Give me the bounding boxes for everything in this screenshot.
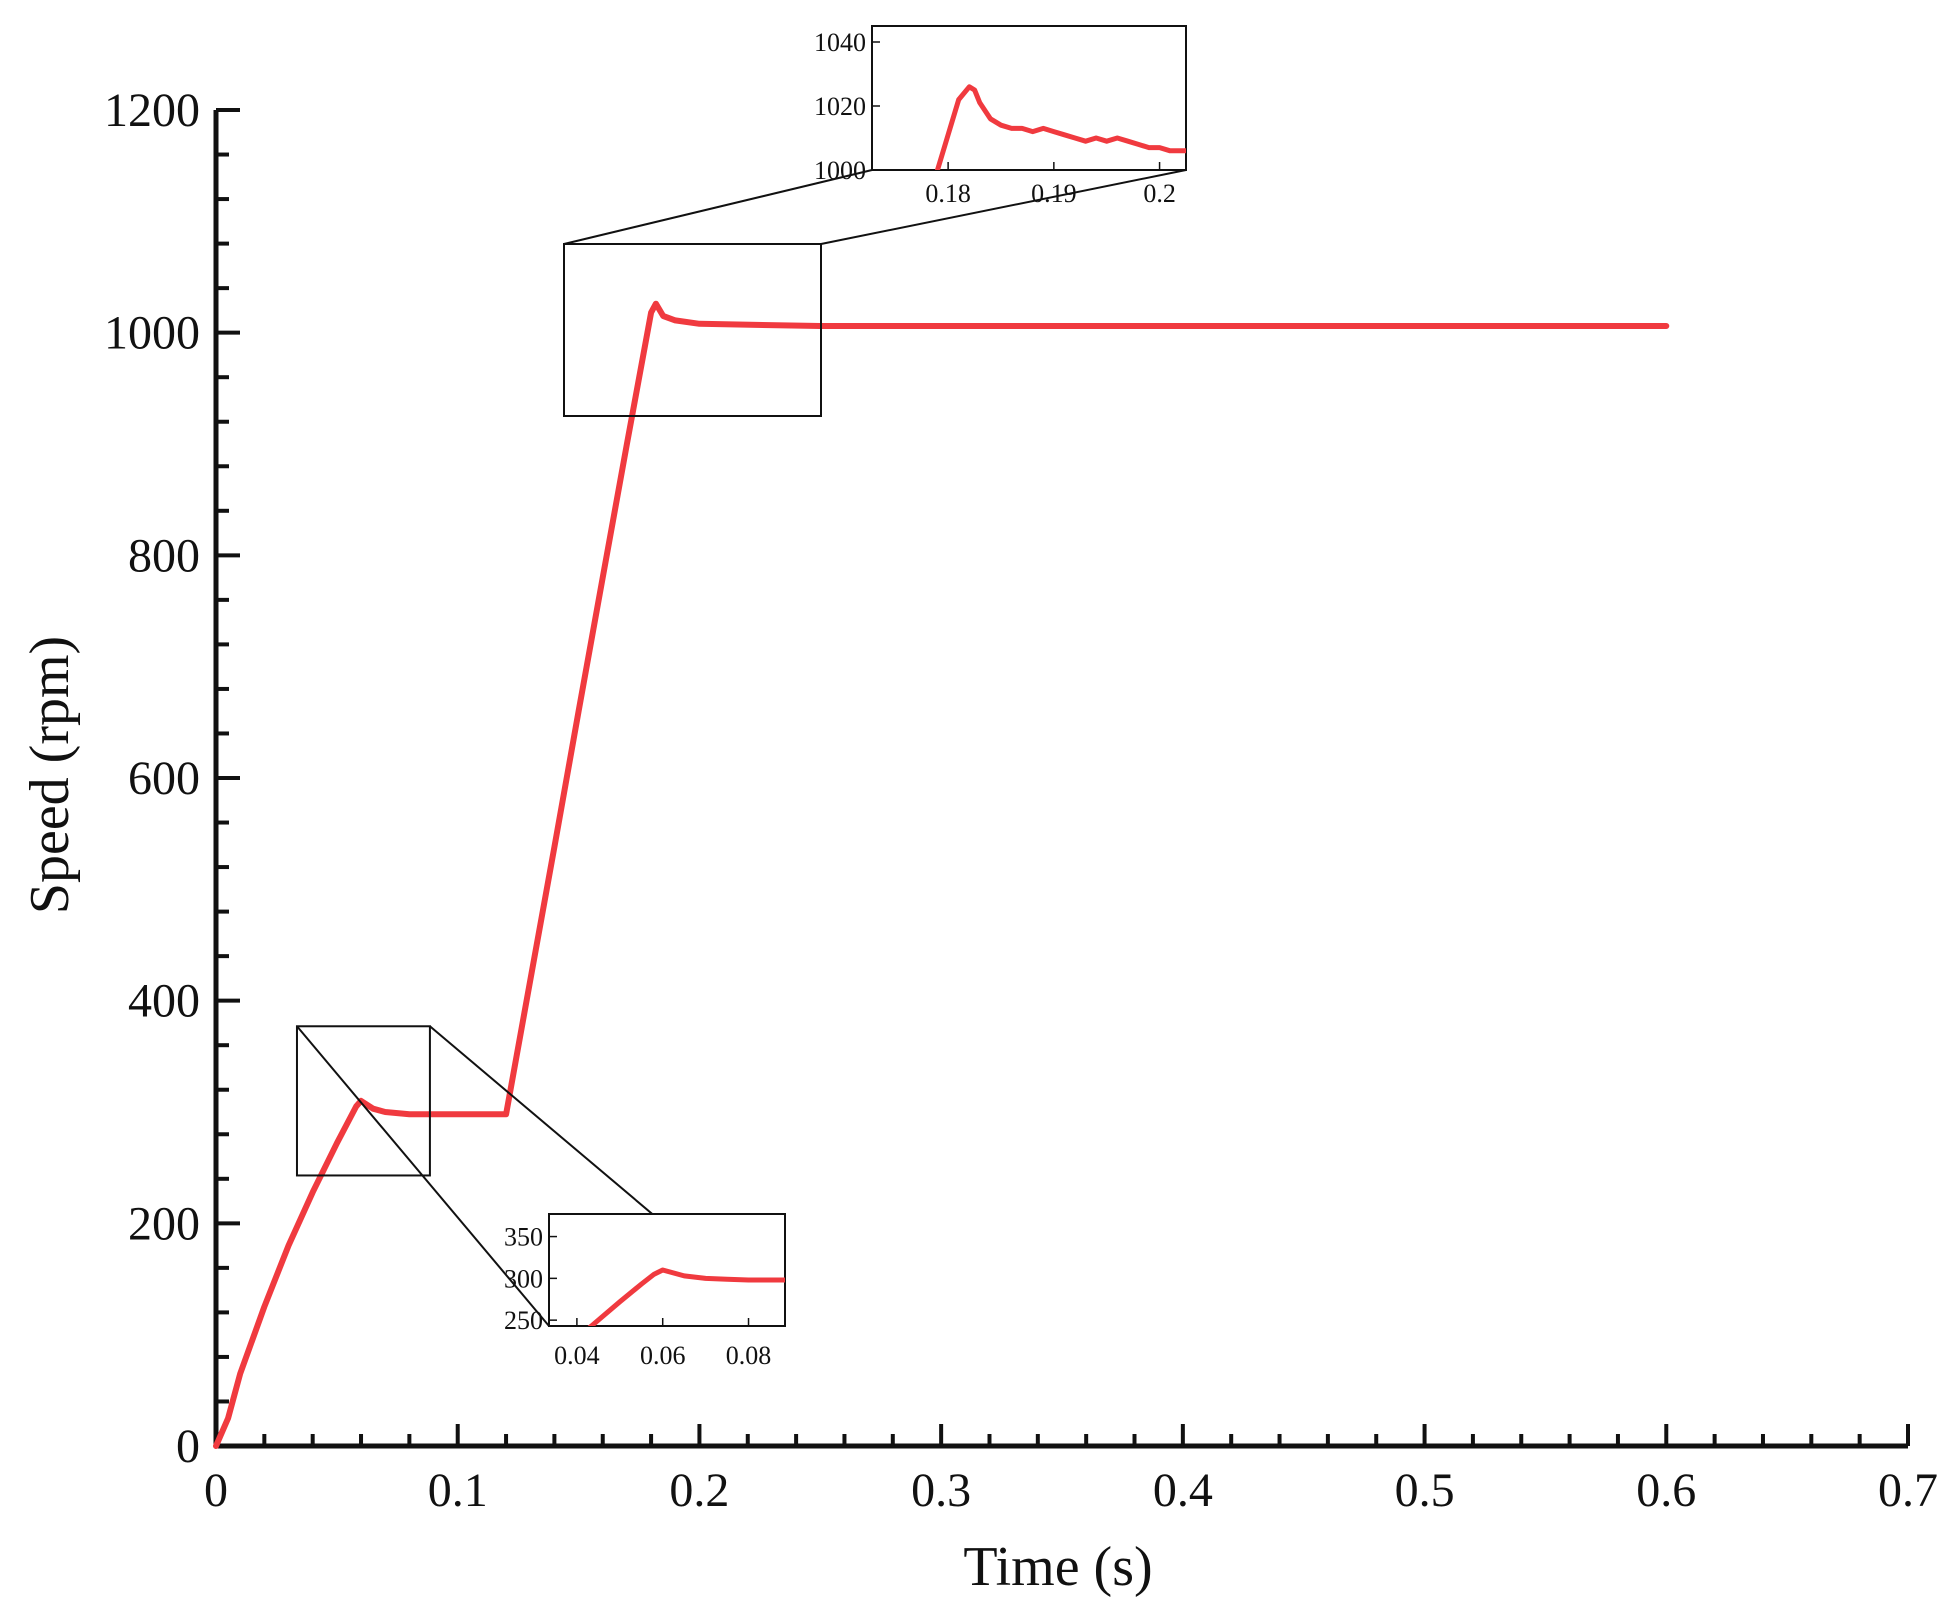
zoom-indicators (295, 169, 1187, 1327)
inset-series-line (935, 84, 1186, 170)
x-tick-label: 0.2 (669, 1464, 729, 1517)
x-tick-label: 0.1 (428, 1464, 488, 1517)
zoom-connector-low-a (296, 1025, 550, 1327)
speed-series-line (213, 300, 1670, 1449)
inset-y-tick-label: 300 (504, 1264, 543, 1293)
inset-x-tick-label: 0.2 (1143, 179, 1176, 208)
inset-x-tick-label: 0.06 (640, 1341, 686, 1370)
y-tick-label: 1000 (104, 307, 200, 360)
main-plot: 0 0.1 0.2 0.3 0.4 0.5 0.6 0.7 0 200 400 600 800 1000 1… (104, 84, 1938, 1517)
inset-y-tick-label: 350 (504, 1223, 543, 1252)
y-tick-label: 0 (176, 1420, 200, 1473)
inset-x-tick-label: 0.04 (554, 1341, 600, 1370)
y-tick-label: 800 (128, 529, 200, 582)
inset-y-tick-label: 1020 (814, 92, 866, 121)
x-tick-label: 0.6 (1636, 1464, 1696, 1517)
inset-low-speed: 0.04 0.06 0.08 250 300 350 (504, 1213, 786, 1370)
inset-y-tick-label: 1000 (814, 156, 866, 185)
y-tick-label: 200 (128, 1197, 200, 1250)
x-tick-label: 0.3 (911, 1464, 971, 1517)
y-tick-label: 400 (128, 975, 200, 1028)
x-tick-label: 0.5 (1395, 1464, 1455, 1517)
inset-y-tick-label: 250 (504, 1306, 543, 1335)
zoom-box-high (563, 243, 822, 417)
inset-x-tick-label: 0.08 (726, 1341, 772, 1370)
y-tick-label: 1200 (104, 84, 200, 137)
y-tick-label: 600 (128, 752, 200, 805)
x-tick-label: 0.4 (1153, 1464, 1213, 1517)
zoom-connector-high-a (563, 169, 873, 245)
x-axis-title: Time (s) (963, 1536, 1152, 1598)
inset-x-tick-label: 0.18 (925, 179, 971, 208)
x-tick-label: 0.7 (1878, 1464, 1938, 1517)
y-axis-title: Speed (rpm) (19, 636, 81, 914)
zoom-box-low (295, 1025, 431, 1177)
inset-high-speed: 0.18 0.19 0.2 1000 1020 1040 (814, 25, 1187, 208)
inset-frame (871, 25, 1187, 171)
zoom-connector-high-b (820, 169, 1187, 245)
inset-x-tick-label: 0.19 (1031, 179, 1077, 208)
inset-y-tick-label: 1040 (814, 28, 866, 57)
x-tick-label: 0 (204, 1464, 228, 1517)
inset-series-line (587, 1267, 785, 1326)
